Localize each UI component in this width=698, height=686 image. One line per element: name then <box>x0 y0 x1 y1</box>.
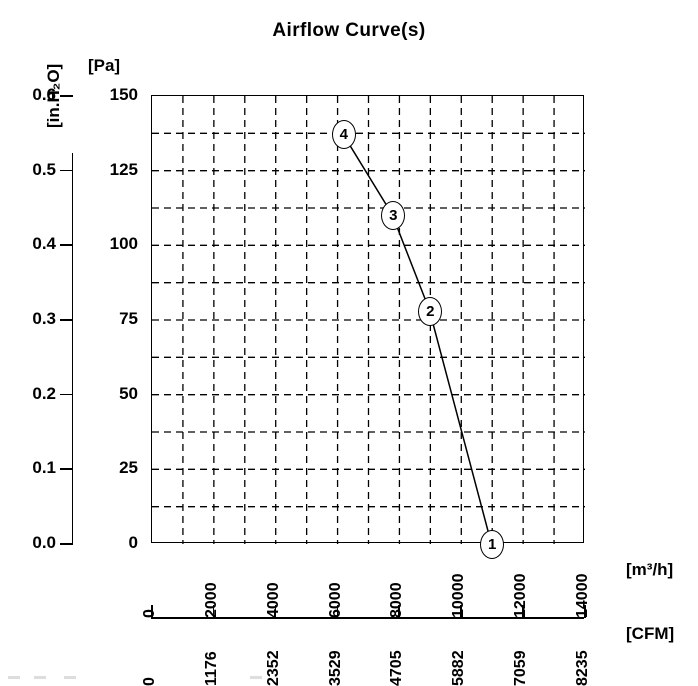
x-axis-unit-mh: [m³/h] <box>626 560 674 579</box>
y-tick-label-pa-150: 150 <box>109 85 138 104</box>
x-tick-label-cfm-5882: 5882 <box>450 650 468 686</box>
x-tick-cfm-8235 <box>584 605 586 618</box>
page-edge-artifact <box>8 676 268 679</box>
y-tick-inh2o-0.5 <box>60 169 73 172</box>
y-tick-label-inh2o-0.4: 0.4 <box>32 234 56 254</box>
y-axis-unit-pa: [Pa] <box>87 56 121 75</box>
y-tick-label-pa-100: 100 <box>109 234 138 254</box>
operating-point-2: 2 <box>418 296 443 326</box>
y-tick-label-inh2o-0.3: 0.3 <box>32 309 56 328</box>
x-tick-cfm-5882 <box>460 605 462 618</box>
y-tick-inh2o-0.1 <box>60 468 73 470</box>
y-tick-inh2o-0.2 <box>60 393 73 396</box>
grid-lines <box>152 96 585 544</box>
y-tick-label-pa-125: 125 <box>109 159 138 179</box>
x-tick-label-cfm-3529: 3529 <box>326 650 344 686</box>
y-tick-inh2o-0.0 <box>60 543 73 545</box>
x-tick-cfm-4705 <box>398 605 400 618</box>
x-tick-label-cfm-4705: 4705 <box>388 650 406 686</box>
x-tick-cfm-0 <box>151 605 153 618</box>
y-tick-label-pa-50: 50 <box>119 383 138 403</box>
x-axis-unit-cfm: [CFM] <box>626 624 675 643</box>
x-tick-cfm-2352 <box>274 605 277 618</box>
plot-area <box>151 95 585 544</box>
page-title: Airflow Curve(s) <box>272 20 426 41</box>
y-tick-label-inh2o-0.2: 0.2 <box>32 383 56 403</box>
y-tick-inh2o-0.6 <box>60 95 73 97</box>
x-tick-label-cfm-7059: 7059 <box>512 650 530 686</box>
x-tick-cfm-1176 <box>212 605 215 618</box>
operating-point-1: 1 <box>480 529 505 559</box>
x-tick-cfm-3529 <box>336 605 339 618</box>
operating-point-4: 4 <box>331 120 356 150</box>
y-tick-label-inh2o-0.5: 0.5 <box>32 159 56 179</box>
x-axis-cfm-bracket <box>151 617 584 619</box>
y-axis-inh2o-bracket <box>72 153 73 543</box>
y-tick-label-inh2o-0.6: 0.6 <box>32 85 56 104</box>
y-tick-label-pa-75: 75 <box>119 309 138 328</box>
operating-point-3: 3 <box>381 200 406 230</box>
x-tick-cfm-7059 <box>522 605 524 618</box>
y-tick-inh2o-0.4 <box>60 244 73 246</box>
y-tick-label-pa-25: 25 <box>119 458 138 478</box>
x-tick-label-cfm-8235: 8235 <box>574 650 591 686</box>
y-tick-label-inh2o-0.0: 0.0 <box>32 533 56 552</box>
y-tick-inh2o-0.3 <box>60 319 73 321</box>
y-tick-label-pa-0: 0 <box>128 533 138 552</box>
y-tick-label-inh2o-0.1: 0.1 <box>32 458 56 478</box>
